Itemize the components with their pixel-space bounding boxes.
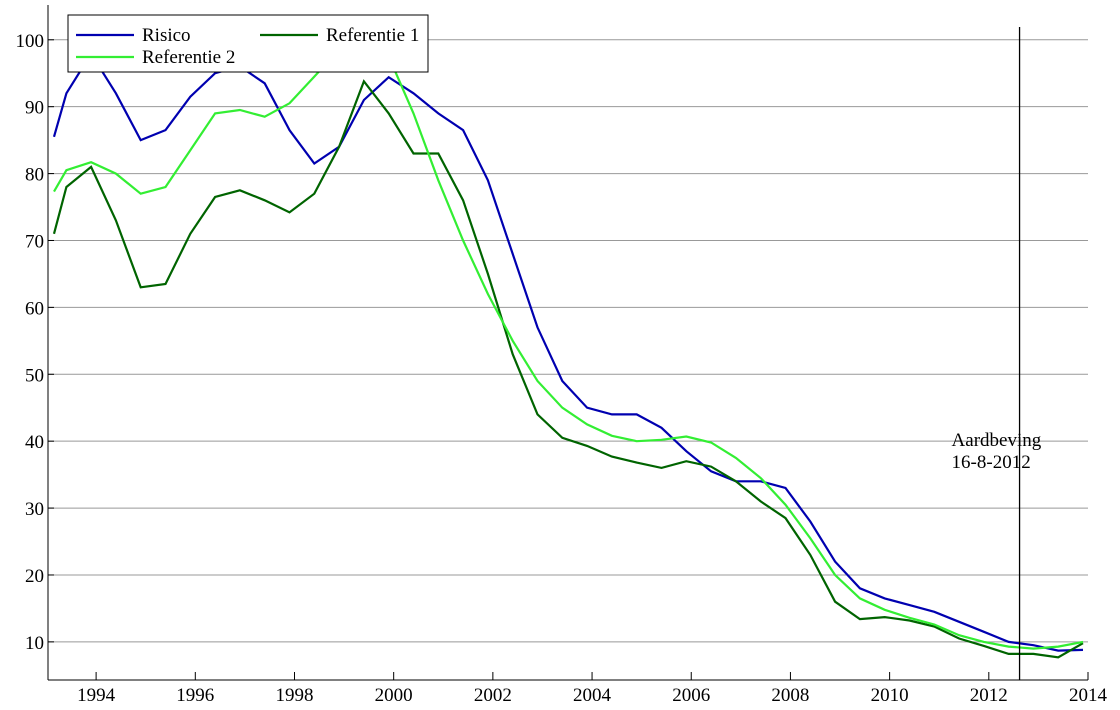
y-tick-label: 40 — [25, 432, 44, 453]
x-tick-label: 1998 — [275, 685, 313, 705]
y-tick-label: 90 — [25, 98, 44, 119]
y-tick-label: 50 — [25, 365, 44, 386]
legend-box — [67, 14, 429, 73]
y-tick-label: 10 — [25, 633, 44, 654]
legend-label: Referentie 2 — [142, 47, 235, 68]
x-tick-label: 2014 — [1069, 685, 1108, 705]
x-tick-label: 2008 — [771, 685, 809, 705]
series-line — [52, 51, 1084, 652]
x-tick-label: 2000 — [375, 685, 413, 705]
legend: Risico Referentie 1 Referentie 2 — [67, 14, 429, 73]
x-tick-label: 2002 — [474, 685, 512, 705]
x-tick-label: 2010 — [871, 685, 909, 705]
event-label: 16-8-2012 — [952, 452, 1031, 473]
x-tick-label: 1994 — [77, 685, 116, 705]
series-line — [52, 79, 1084, 659]
y-tick-label: 60 — [25, 298, 44, 319]
x-tick-label: 2004 — [573, 685, 612, 705]
x-tick-label: 1996 — [176, 685, 214, 705]
y-tick-label: 30 — [25, 499, 44, 520]
legend-label: Referentie 1 — [326, 25, 419, 46]
y-tick-label: 100 — [16, 31, 45, 52]
y-tick-label: 80 — [25, 165, 44, 186]
y-tick-label: 70 — [25, 231, 44, 252]
legend-label: Risico — [142, 25, 191, 46]
x-tick-label: 2012 — [970, 685, 1008, 705]
x-tick-label: 2006 — [672, 685, 710, 705]
series-line — [53, 28, 1084, 650]
y-tick-label: 20 — [25, 566, 44, 587]
event-label: Aardbeving — [952, 430, 1042, 451]
